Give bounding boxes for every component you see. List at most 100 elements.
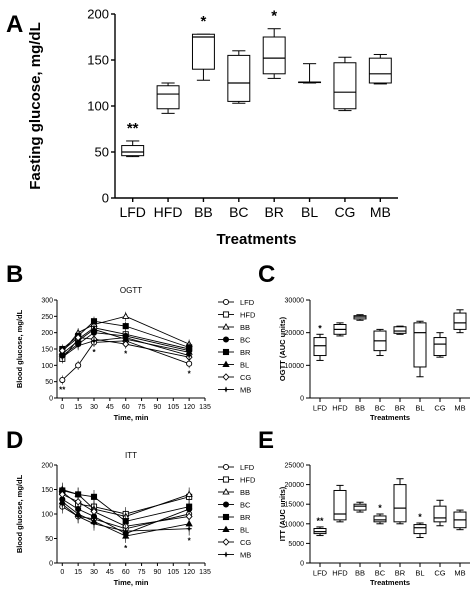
y-tick-label: 150	[41, 347, 53, 354]
x-tick-label: 0	[60, 404, 64, 411]
data-point	[222, 336, 230, 343]
x-tick-label: 0	[60, 569, 64, 576]
data-point	[90, 318, 98, 325]
x-tick-label: BR	[395, 569, 406, 578]
significance-marker: *	[92, 348, 96, 357]
box-bc	[227, 54, 251, 102]
x-tick-label: BL	[301, 204, 318, 220]
x-axis-title: Time, min	[114, 413, 149, 422]
x-tick-label: LFD	[119, 204, 145, 220]
legend-label-cg: CG	[240, 373, 251, 382]
x-tick-label: BB	[194, 204, 213, 220]
y-tick-label: 20000	[285, 330, 305, 337]
panel-label-c: C	[258, 261, 275, 288]
x-axis-title: Treatments	[370, 578, 410, 587]
x-tick-label: BC	[229, 204, 248, 220]
data-point	[185, 512, 193, 521]
data-point	[74, 497, 82, 506]
panel-label-a: A	[6, 11, 23, 38]
x-tick-label: 120	[183, 569, 195, 576]
x-tick-label: MB	[370, 204, 391, 220]
legend-label-mb: MB	[240, 551, 251, 560]
significance-marker: **	[316, 516, 324, 526]
panel-label-b: B	[6, 261, 23, 288]
y-axis-title: Blood glucose, mg/dL	[15, 309, 24, 388]
y-tick-label: 50	[95, 145, 109, 160]
significance-marker: *	[124, 544, 128, 553]
data-point	[60, 355, 64, 359]
x-tick-label: 60	[122, 569, 130, 576]
legend-label-bc: BC	[240, 501, 251, 510]
data-point	[90, 493, 98, 500]
x-tick-label: 45	[106, 404, 114, 411]
data-point	[75, 362, 82, 369]
x-tick-label: CG	[434, 404, 445, 413]
x-tick-label: BC	[375, 569, 386, 578]
significance-marker: *	[271, 8, 277, 25]
y-tick-label: 150	[41, 487, 53, 494]
x-tick-label: BL	[415, 404, 424, 413]
significance-marker: **	[59, 386, 66, 395]
y-tick-label: 0	[102, 191, 109, 206]
significance-marker: *	[124, 350, 128, 359]
box-mb	[453, 312, 467, 330]
x-tick-label: 90	[154, 569, 162, 576]
box-cg	[333, 62, 357, 110]
data-point	[185, 490, 193, 497]
x-tick-label: 120	[183, 404, 195, 411]
x-tick-label: 90	[154, 404, 162, 411]
legend-label-mb: MB	[240, 386, 251, 395]
x-tick-label: 135	[199, 569, 211, 576]
data-point	[222, 501, 230, 508]
box-br	[262, 36, 286, 75]
x-tick-label: BB	[355, 404, 365, 413]
data-point	[90, 325, 98, 332]
x-tick-label: 105	[167, 404, 179, 411]
x-tick-label: 45	[106, 569, 114, 576]
box-mb	[368, 57, 392, 84]
significance-marker: *	[188, 369, 192, 378]
legend-label-bl: BL	[240, 361, 249, 370]
chart-itt-time-course: 0 50 100 150 200 0 15 30 45 60 75 90 105 120 135 LFD HFD…	[15, 451, 256, 587]
x-tick-label: CG	[334, 204, 355, 220]
data-point	[222, 538, 230, 546]
x-tick-label: HFD	[332, 569, 348, 578]
chart-itt-auc: 0 5000 10000 15000 20000 25000 LFD HFD BB BC BR BL C…	[278, 462, 470, 587]
data-point	[60, 502, 64, 506]
y-tick-label: 5000	[288, 541, 304, 548]
x-tick-label: LFD	[313, 404, 328, 413]
x-tick-label: 75	[138, 404, 146, 411]
box-bl	[413, 524, 427, 535]
y-tick-label: 10000	[285, 363, 305, 370]
data-point	[76, 344, 80, 348]
box-br	[393, 484, 407, 523]
data-point	[122, 312, 130, 319]
box-lfd	[313, 337, 327, 357]
data-point	[222, 323, 230, 330]
panel-label-d: D	[6, 427, 23, 454]
data-point	[124, 336, 128, 339]
y-tick-label: 0	[49, 396, 53, 403]
legend-label-cg: CG	[240, 538, 251, 547]
x-tick-label: LFD	[313, 569, 328, 578]
y-tick-label: 15000	[285, 502, 305, 509]
x-tick-label: CG	[434, 569, 445, 578]
y-tick-label: 0	[300, 395, 304, 402]
data-point	[224, 553, 228, 556]
box-br	[393, 326, 407, 334]
x-tick-label: BR	[264, 204, 283, 220]
box-bc	[373, 515, 387, 523]
data-point	[74, 333, 82, 342]
data-point	[186, 503, 193, 510]
data-point	[92, 522, 96, 526]
legend-label-br: BR	[240, 348, 251, 357]
legend-label-bb: BB	[240, 323, 250, 332]
data-point	[59, 376, 66, 384]
data-point	[92, 339, 96, 343]
significance-marker: *	[378, 503, 382, 513]
y-axis-title: OGTT (AUC units)	[278, 316, 287, 381]
box-bb	[353, 503, 367, 511]
data-point	[90, 507, 98, 516]
data-point	[222, 348, 230, 356]
x-tick-label: 135	[199, 404, 211, 411]
